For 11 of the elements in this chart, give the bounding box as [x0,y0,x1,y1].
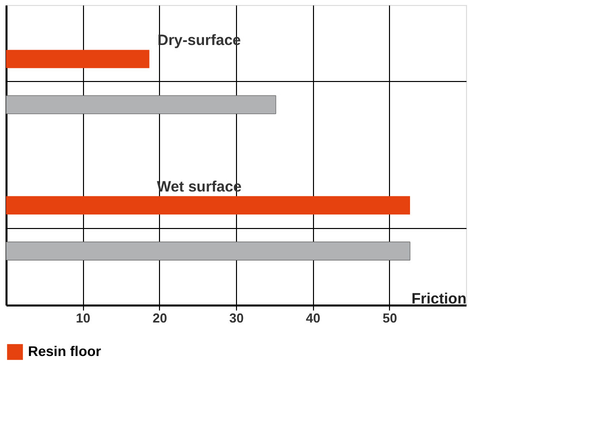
x-tick-label: 10 [76,310,90,326]
x-tick-label: 30 [229,310,244,326]
bar [6,242,410,260]
bar [6,196,410,214]
x-tick-label: 40 [306,310,320,326]
bar [6,50,150,68]
x-tick-label: 20 [152,310,168,326]
legend-label: Resin floor [28,343,102,359]
x-axis-title: Friction [412,290,466,308]
x-tick-label: 50 [382,310,398,326]
bar [6,95,276,114]
